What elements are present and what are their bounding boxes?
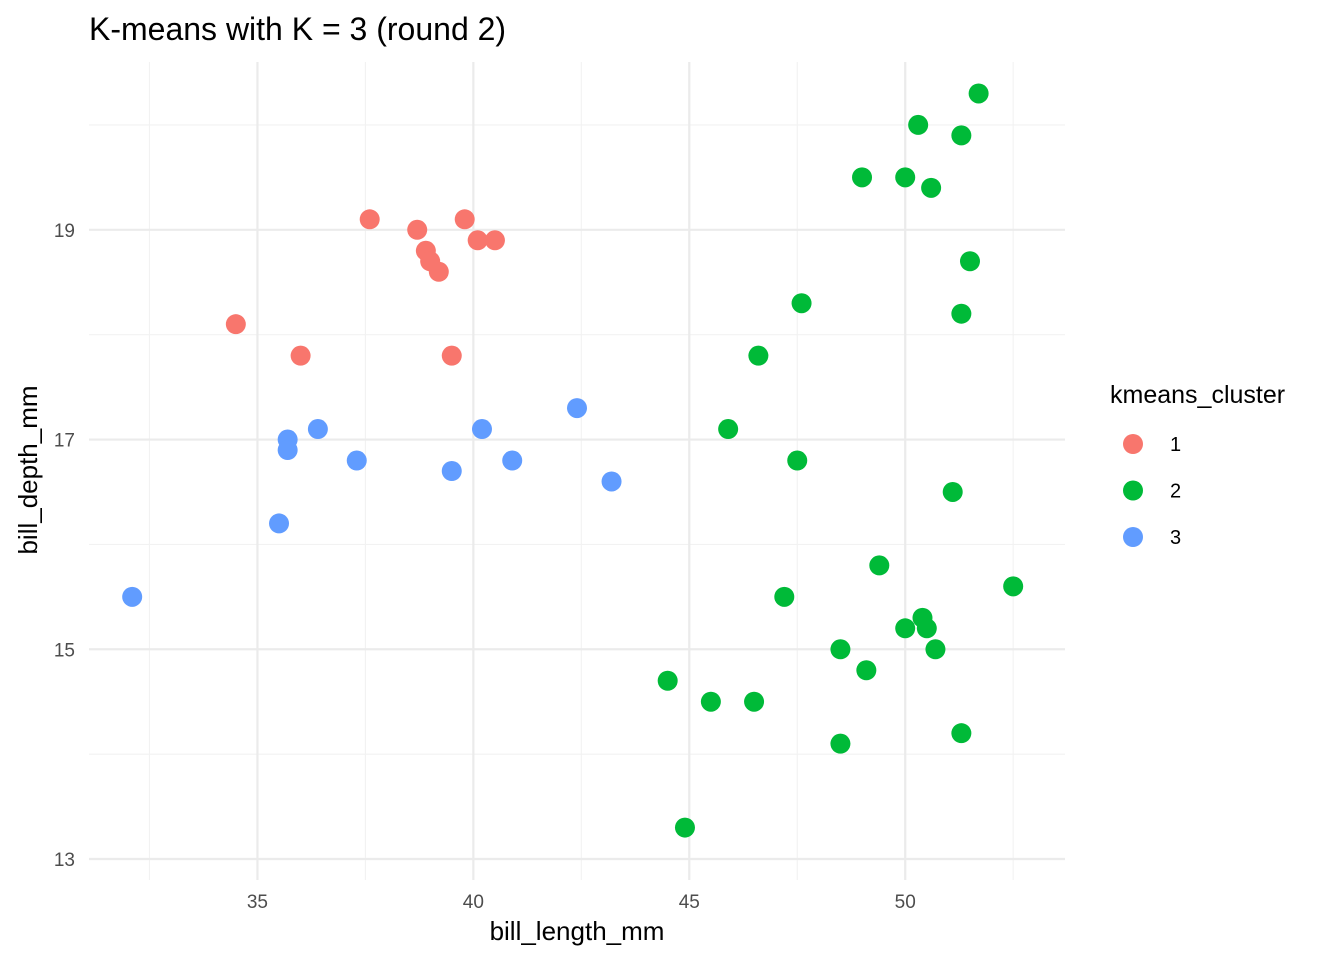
cluster-2-point bbox=[895, 618, 916, 639]
cluster-2-point bbox=[925, 639, 946, 660]
legend-key-1 bbox=[1123, 434, 1143, 454]
cluster-1-point bbox=[441, 345, 462, 366]
cluster-1-point bbox=[359, 209, 380, 230]
cluster-3-point bbox=[567, 398, 587, 419]
cluster-2-point bbox=[674, 817, 695, 838]
grid bbox=[89, 62, 1065, 880]
cluster-2-point bbox=[959, 251, 980, 272]
cluster-2-point bbox=[1003, 576, 1024, 597]
x-tick-label: 35 bbox=[247, 892, 268, 913]
legend-label-2: 2 bbox=[1170, 481, 1181, 503]
cluster-3-point bbox=[502, 450, 523, 471]
legend-key-2 bbox=[1123, 480, 1143, 501]
tick-labels: 35 40 45 50 13 15 17 19 bbox=[54, 221, 916, 913]
cluster-2-point bbox=[916, 618, 937, 639]
cluster-2-point bbox=[787, 450, 808, 471]
x-tick-label: 45 bbox=[679, 892, 700, 913]
y-axis-title: bill_depth_mm bbox=[13, 385, 43, 554]
cluster-2-point bbox=[951, 723, 972, 744]
y-tick-label: 15 bbox=[54, 640, 75, 661]
cluster-2-point bbox=[718, 419, 739, 440]
y-tick-label: 17 bbox=[54, 431, 75, 452]
cluster-3-point bbox=[471, 419, 492, 440]
legend-label-3: 3 bbox=[1170, 527, 1181, 549]
cluster-2-point bbox=[895, 167, 916, 188]
legend-title: kmeans_cluster bbox=[1110, 381, 1285, 409]
legend: kmeans_cluster 1 2 3 bbox=[1110, 381, 1285, 549]
cluster-3-point bbox=[601, 471, 622, 492]
cluster-2-point bbox=[951, 125, 972, 146]
cluster-1-point bbox=[428, 261, 449, 282]
y-tick-label: 13 bbox=[54, 850, 75, 871]
cluster-2-point bbox=[951, 303, 972, 324]
cluster-2-point bbox=[657, 670, 678, 691]
cluster-3-point bbox=[122, 586, 143, 607]
legend-key-3 bbox=[1123, 527, 1143, 547]
cluster-2-point bbox=[908, 114, 929, 135]
x-tick-label: 50 bbox=[895, 892, 916, 913]
cluster-2-point bbox=[830, 639, 851, 660]
cluster-2-point bbox=[968, 83, 989, 104]
cluster-3-point bbox=[307, 419, 328, 440]
cluster-2-point bbox=[921, 177, 942, 198]
cluster-2-point bbox=[774, 586, 795, 607]
cluster-2-point bbox=[942, 481, 963, 502]
cluster-2-point bbox=[700, 691, 721, 712]
cluster-2-point bbox=[748, 345, 769, 366]
cluster-2-point bbox=[869, 555, 890, 576]
cluster-1-point bbox=[407, 219, 428, 240]
cluster-1-point bbox=[484, 230, 505, 251]
chart-title: K-means with K = 3 (round 2) bbox=[89, 11, 506, 47]
cluster-2-point bbox=[830, 733, 851, 754]
cluster-1-point bbox=[454, 209, 475, 230]
cluster-2-point bbox=[852, 167, 873, 188]
cluster-1-point bbox=[290, 345, 311, 366]
cluster-1-point bbox=[467, 230, 488, 251]
y-tick-label: 19 bbox=[54, 221, 75, 242]
x-axis-title: bill_length_mm bbox=[490, 916, 665, 946]
cluster-2-point bbox=[744, 691, 765, 712]
x-tick-label: 40 bbox=[463, 892, 484, 913]
cluster-3-point bbox=[346, 450, 367, 471]
legend-label-1: 1 bbox=[1170, 434, 1181, 456]
cluster-2-point bbox=[791, 293, 812, 314]
cluster-1-point bbox=[225, 314, 246, 335]
cluster-2-point bbox=[856, 660, 877, 681]
cluster-3-point bbox=[277, 440, 298, 461]
cluster-3-point bbox=[269, 513, 290, 534]
data-points bbox=[122, 83, 1024, 838]
cluster-3-point bbox=[441, 461, 462, 481]
